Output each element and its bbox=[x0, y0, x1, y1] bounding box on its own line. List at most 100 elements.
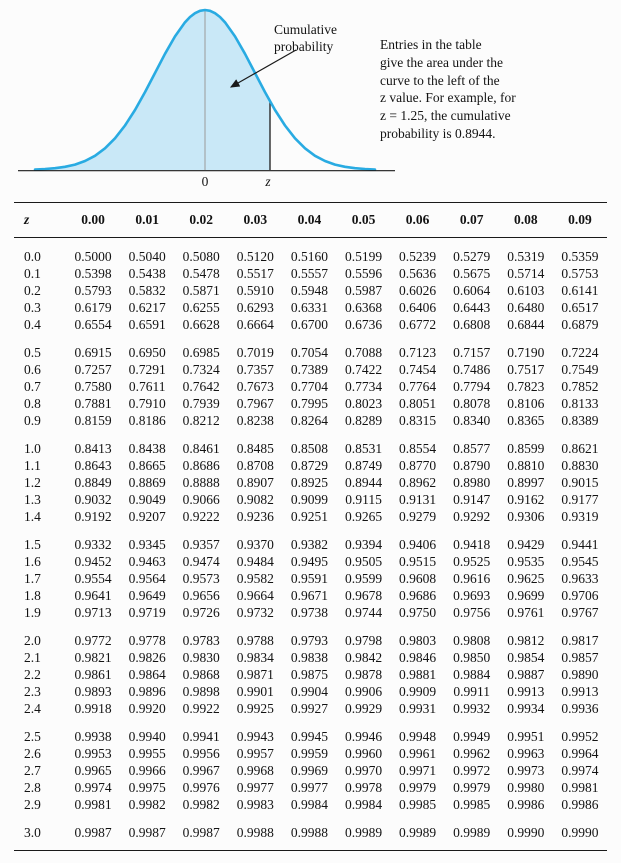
probability-cell: 0.8106 bbox=[507, 396, 545, 411]
row-group: 2.5 0.9938 0.9940 0.9941 0.9943 0.9945 0.9946 0… bbox=[14, 717, 607, 813]
col-header: 0.00 bbox=[66, 202, 121, 238]
probability-cell: 0.9941 bbox=[182, 729, 220, 744]
probability-cell: 0.9945 bbox=[290, 729, 328, 744]
probability-cell: 0.9952 bbox=[561, 729, 599, 744]
probability-cell: 0.6103 bbox=[507, 283, 545, 298]
table-row: 1.8 0.9641 0.9649 0.9656 0.9664 0.9671 0.9678 0… bbox=[14, 587, 607, 604]
table-section: z 0.00 0.01 0.02 0.03 0.04 0.05 0.06 0.07 0.08 0.0… bbox=[0, 202, 621, 851]
probability-cell: 0.9357 bbox=[182, 537, 220, 552]
z-value-cell: 2.8 bbox=[24, 780, 41, 795]
probability-cell: 0.9987 bbox=[182, 825, 220, 840]
z-value-cell: 2.7 bbox=[24, 763, 41, 778]
probability-cell: 0.9591 bbox=[290, 571, 328, 586]
probability-cell: 0.7852 bbox=[561, 379, 599, 394]
probability-cell: 0.6591 bbox=[128, 317, 166, 332]
probability-cell: 0.7257 bbox=[74, 362, 112, 377]
probability-cell: 0.9756 bbox=[453, 605, 491, 620]
probability-cell: 0.5714 bbox=[507, 266, 545, 281]
probability-cell: 0.6628 bbox=[182, 317, 220, 332]
table-row: 1.1 0.8643 0.8665 0.8686 0.8708 0.8729 0.8749 0… bbox=[14, 457, 607, 474]
z-value-cell: 2.2 bbox=[24, 667, 41, 682]
probability-cell: 0.9850 bbox=[453, 650, 491, 665]
probability-cell: 0.6141 bbox=[561, 283, 599, 298]
probability-cell: 0.8925 bbox=[290, 475, 328, 490]
probability-cell: 0.9967 bbox=[182, 763, 220, 778]
z-value-cell: 1.0 bbox=[24, 441, 41, 456]
table-row: 2.3 0.9893 0.9896 0.9898 0.9901 0.9904 0.9906 0… bbox=[14, 683, 607, 700]
probability-cell: 0.7019 bbox=[236, 345, 274, 360]
probability-cell: 0.9904 bbox=[290, 684, 328, 699]
probability-cell: 0.5279 bbox=[453, 249, 491, 264]
probability-cell: 0.9772 bbox=[74, 633, 112, 648]
probability-cell: 0.9693 bbox=[453, 588, 491, 603]
probability-cell: 0.8997 bbox=[507, 475, 545, 490]
probability-cell: 0.9115 bbox=[345, 492, 382, 507]
probability-cell: 0.9207 bbox=[128, 509, 166, 524]
probability-cell: 0.7486 bbox=[453, 362, 491, 377]
probability-cell: 0.9846 bbox=[399, 650, 437, 665]
probability-cell: 0.8023 bbox=[344, 396, 383, 411]
probability-cell: 0.9131 bbox=[399, 492, 437, 507]
probability-cell: 0.9726 bbox=[182, 605, 220, 620]
probability-cell: 0.8729 bbox=[290, 458, 328, 473]
probability-cell: 0.5000 bbox=[74, 249, 112, 264]
probability-cell: 0.9177 bbox=[561, 492, 599, 507]
probability-cell: 0.9686 bbox=[399, 588, 437, 603]
probability-cell: 0.5478 bbox=[182, 266, 220, 281]
probability-cell: 0.9948 bbox=[399, 729, 437, 744]
z-value-cell: 2.0 bbox=[24, 633, 41, 648]
probability-cell: 0.9871 bbox=[236, 667, 274, 682]
probability-cell: 0.9649 bbox=[128, 588, 166, 603]
probability-cell: 0.9966 bbox=[128, 763, 166, 778]
z-value-cell: 3.0 bbox=[24, 825, 41, 840]
probability-cell: 0.6772 bbox=[399, 317, 437, 332]
probability-cell: 0.9984 bbox=[344, 797, 383, 812]
probability-cell: 0.9545 bbox=[561, 554, 599, 569]
probability-cell: 0.9788 bbox=[236, 633, 274, 648]
probability-cell: 0.5239 bbox=[399, 249, 437, 264]
probability-cell: 0.7454 bbox=[399, 362, 437, 377]
probability-cell: 0.9943 bbox=[236, 729, 274, 744]
probability-cell: 0.9573 bbox=[182, 571, 220, 586]
probability-cell: 0.9965 bbox=[74, 763, 112, 778]
probability-cell: 0.7823 bbox=[507, 379, 545, 394]
probability-cell: 0.8770 bbox=[399, 458, 437, 473]
z-value-cell: 1.1 bbox=[24, 458, 41, 473]
probability-cell: 0.7324 bbox=[182, 362, 220, 377]
z-value-cell: 2.6 bbox=[24, 746, 41, 761]
probability-cell: 0.9793 bbox=[290, 633, 328, 648]
probability-cell: 0.7734 bbox=[344, 379, 383, 394]
probability-cell: 0.9961 bbox=[399, 746, 437, 761]
probability-cell: 0.9332 bbox=[74, 537, 112, 552]
probability-cell: 0.9099 bbox=[290, 492, 328, 507]
table-row: 0.3 0.6179 0.6217 0.6255 0.6293 0.6331 0.6368 0… bbox=[14, 299, 607, 316]
probability-cell: 0.9913 bbox=[561, 684, 599, 699]
probability-cell: 0.9345 bbox=[128, 537, 166, 552]
table-row: 1.5 0.9332 0.9345 0.9357 0.9370 0.9382 0.9394 0… bbox=[14, 525, 607, 553]
probability-cell: 0.6700 bbox=[290, 317, 328, 332]
table-row: 3.0 0.9987 0.9987 0.9987 0.9988 0.9988 0.9989 0… bbox=[14, 813, 607, 851]
probability-cell: 0.9162 bbox=[507, 492, 545, 507]
probability-cell: 0.8485 bbox=[236, 441, 274, 456]
probability-cell: 0.6844 bbox=[507, 317, 545, 332]
probability-cell: 0.9890 bbox=[561, 667, 599, 682]
probability-cell: 0.8830 bbox=[561, 458, 599, 473]
probability-cell: 0.9838 bbox=[290, 650, 328, 665]
z-value-cell: 0.7 bbox=[24, 379, 41, 394]
probability-cell: 0.9988 bbox=[290, 825, 328, 840]
probability-cell: 0.9015 bbox=[561, 475, 599, 490]
probability-cell: 0.5160 bbox=[290, 249, 328, 264]
table-row: 1.6 0.9452 0.9463 0.9474 0.9484 0.9495 0.9505 0… bbox=[14, 553, 607, 570]
probability-cell: 0.9878 bbox=[344, 667, 383, 682]
z-value-cell: 0.9 bbox=[24, 413, 41, 428]
probability-cell: 0.9922 bbox=[182, 701, 220, 716]
table-row: 2.0 0.9772 0.9778 0.9783 0.9788 0.9793 0.9798 0… bbox=[14, 621, 607, 649]
probability-cell: 0.6064 bbox=[453, 283, 491, 298]
z-value-cell: 2.4 bbox=[24, 701, 41, 716]
probability-cell: 0.9633 bbox=[561, 571, 599, 586]
table-row: 2.8 0.9974 0.9975 0.9976 0.9977 0.9977 0.9978 0… bbox=[14, 779, 607, 796]
probability-cell: 0.6664 bbox=[236, 317, 274, 332]
probability-cell: 0.6950 bbox=[128, 345, 166, 360]
probability-cell: 0.7054 bbox=[290, 345, 328, 360]
probability-cell: 0.9429 bbox=[507, 537, 545, 552]
